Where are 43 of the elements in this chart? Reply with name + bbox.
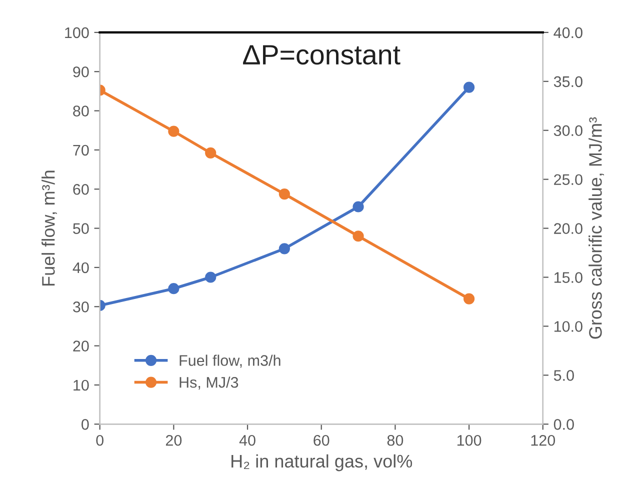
point — [463, 293, 475, 304]
x-tick-label: 100 — [457, 434, 482, 446]
y2-tick-label: 5.0 — [554, 370, 574, 381]
y2-tick-label: 20.0 — [554, 223, 582, 234]
y-axis-title: Fuel flow, m³/h — [42, 170, 57, 286]
point — [352, 201, 364, 212]
point — [352, 230, 364, 242]
y2-axis-title: Gross calorific value, MJ/m³ — [588, 117, 604, 339]
x-tick-label: 0 — [96, 434, 104, 446]
x-tick-label: 80 — [387, 434, 404, 446]
y2-tick-label: 10.0 — [554, 321, 582, 332]
legend-label: Fuel flow, m3/h — [180, 354, 280, 368]
x-tick-label: 120 — [531, 434, 556, 446]
point — [463, 82, 475, 93]
x-axis-title: H₂ in natural gas, vol% — [232, 454, 412, 472]
point — [205, 147, 216, 158]
y-tick-label: 20 — [73, 340, 89, 352]
point — [168, 126, 180, 137]
y2-tick-label: 40.0 — [554, 27, 582, 38]
chart-title: ΔP=constant — [243, 45, 400, 65]
y2-tick-label: 25.0 — [554, 174, 582, 186]
y2-tick-label: 30.0 — [554, 125, 582, 136]
y-tick-label: 80 — [73, 106, 89, 116]
y-tick-label: 50 — [73, 223, 89, 234]
point — [168, 283, 180, 294]
y-tick-label: 10 — [74, 380, 89, 391]
y-tick-label: 60 — [73, 184, 89, 195]
point — [205, 272, 216, 283]
legend-label: Hs, MJ/3 — [180, 376, 238, 390]
y-tick-label: 90 — [73, 66, 89, 78]
x-tick-label: 20 — [166, 434, 182, 446]
y-tick-label: 40 — [72, 262, 89, 274]
y2-tick-label: 35.0 — [554, 76, 582, 88]
point — [278, 243, 290, 254]
y2-tick-label: 0.0 — [554, 419, 574, 430]
y-tick-label: 100 — [65, 27, 89, 38]
x-tick-label: 40 — [239, 434, 256, 446]
y2-tick-label: 15.0 — [554, 272, 582, 283]
x-tick-label: 60 — [314, 434, 330, 446]
point — [278, 188, 290, 200]
y-tick-label: 70 — [73, 144, 89, 156]
y-tick-label: 30 — [73, 302, 89, 312]
y-tick-label: 0 — [82, 419, 89, 430]
